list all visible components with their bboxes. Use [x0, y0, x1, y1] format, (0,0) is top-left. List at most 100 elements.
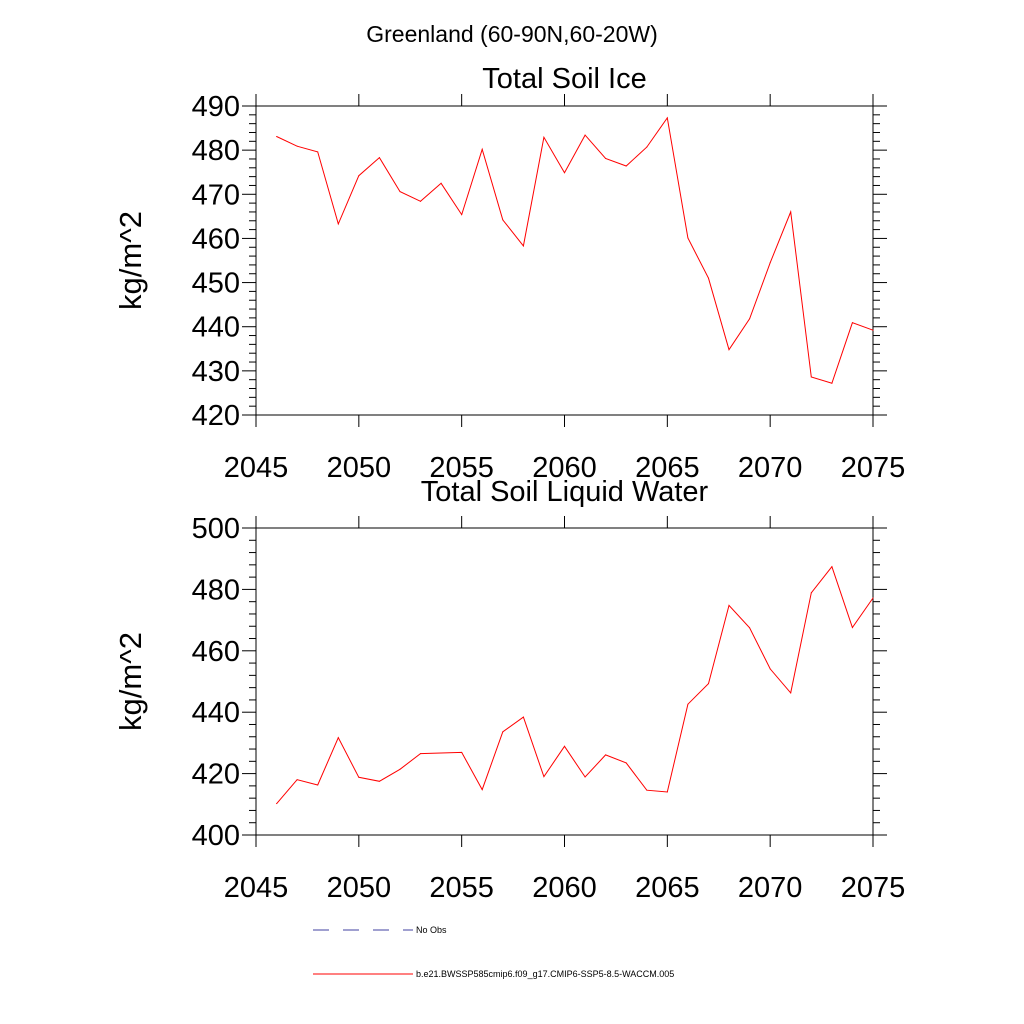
y-tick-label: 470 — [192, 179, 240, 211]
panel-title: Total Soil Ice — [482, 63, 646, 95]
data-point — [666, 791, 668, 793]
data-point — [872, 329, 874, 331]
x-tick-label: 2050 — [327, 452, 392, 484]
data-point — [337, 223, 339, 225]
data-point — [564, 745, 565, 747]
x-tick-label: 2070 — [738, 872, 803, 904]
data-point — [420, 753, 422, 755]
data-point — [605, 158, 607, 160]
data-point — [358, 776, 360, 778]
panel-2: Total Soil Liquid Water 2045 2050 2055 2060 2… — [113, 476, 905, 904]
x-tick-label: 2060 — [532, 872, 597, 904]
y-tick-label: 420 — [192, 759, 240, 791]
data-point — [440, 182, 442, 184]
panel-1: Total Soil Ice 2045 2050 2055 2060 2065 2070 20… — [113, 63, 905, 484]
x-tick-label: 2045 — [224, 872, 289, 904]
y-tick-label: 440 — [192, 697, 240, 729]
data-point — [461, 214, 463, 216]
data-point — [851, 322, 853, 324]
data-point — [728, 349, 730, 351]
y-tick-label: 500 — [192, 513, 240, 545]
data-point — [687, 703, 689, 705]
data-point — [276, 135, 278, 137]
data-point — [461, 751, 463, 753]
y-tick-label: 440 — [192, 312, 240, 344]
x-tick-label: 2075 — [841, 872, 906, 904]
y-tick-label: 460 — [192, 636, 240, 668]
y-axis-label: kg/m^2 — [113, 632, 148, 731]
data-point — [810, 376, 812, 378]
data-point — [769, 668, 771, 670]
y-tick-label: 430 — [192, 356, 240, 388]
data-point — [728, 604, 730, 606]
y-tick-label: 480 — [192, 135, 240, 167]
y-tick-label: 420 — [192, 400, 240, 432]
data-point — [358, 175, 360, 177]
data-point — [810, 592, 812, 594]
plot-frame — [255, 105, 874, 416]
legend-no-obs-label: No Obs — [416, 925, 447, 935]
data-point — [851, 626, 853, 628]
data-point — [296, 145, 298, 147]
data-point — [399, 768, 401, 770]
y-tick-label: 460 — [192, 223, 240, 255]
x-tick-label: 2065 — [635, 872, 700, 904]
legend: No Obs b.e21.BWSSP585cmip6.f09_g17.CMIP6… — [313, 925, 674, 979]
data-point — [749, 318, 751, 320]
data-point — [481, 789, 483, 791]
data-point — [646, 146, 648, 148]
y-axis-label: kg/m^2 — [113, 211, 148, 310]
data-point — [625, 762, 627, 764]
x-tick-label: 2045 — [224, 452, 289, 484]
data-point — [605, 754, 607, 756]
x-tick-label: 2070 — [738, 452, 803, 484]
data-point — [522, 716, 524, 718]
data-point — [317, 151, 319, 153]
data-point — [276, 803, 278, 805]
y-tick-label: 480 — [192, 574, 240, 606]
y-tick-label: 400 — [192, 820, 240, 852]
data-point — [584, 776, 586, 778]
data-point — [831, 382, 833, 384]
data-point — [378, 780, 380, 782]
data-point — [790, 211, 792, 213]
data-point — [666, 117, 668, 119]
data-point — [749, 627, 751, 629]
y-tick-label: 490 — [192, 91, 240, 123]
data-point — [296, 779, 298, 781]
y-tick-label: 450 — [192, 268, 240, 300]
data-point — [543, 776, 545, 778]
figure-title: Greenland (60-90N,60-20W) — [366, 21, 657, 47]
data-point — [502, 219, 504, 221]
data-point — [337, 737, 339, 739]
data-point — [769, 262, 771, 264]
legend-series-label: b.e21.BWSSP585cmip6.f09_g17.CMIP6-SSP5-8… — [416, 969, 674, 979]
data-point — [625, 165, 627, 167]
x-tick-label: 2075 — [841, 452, 906, 484]
data-point — [872, 597, 874, 599]
panel-title: Total Soil Liquid Water — [421, 476, 709, 508]
x-tick-label: 2055 — [429, 872, 494, 904]
data-point — [481, 148, 483, 150]
series-line — [276, 565, 874, 805]
data-point — [543, 136, 545, 138]
data-point — [317, 784, 319, 786]
x-tick-label: 2055 — [429, 452, 494, 484]
data-point — [564, 172, 565, 174]
chart-panels: Total Soil Ice 2045 2050 2055 2060 2065 2070 20… — [113, 63, 905, 904]
data-point — [399, 191, 401, 193]
data-point — [831, 566, 833, 568]
data-point — [707, 277, 709, 279]
data-point — [707, 683, 709, 685]
data-point — [522, 245, 524, 247]
x-tick-label: 2060 — [532, 452, 597, 484]
x-tick-label: 2050 — [327, 872, 392, 904]
series-line — [276, 116, 874, 384]
data-point — [790, 692, 792, 694]
data-point — [584, 134, 586, 136]
data-point — [646, 789, 648, 791]
data-point — [687, 237, 689, 239]
data-point — [440, 752, 442, 754]
